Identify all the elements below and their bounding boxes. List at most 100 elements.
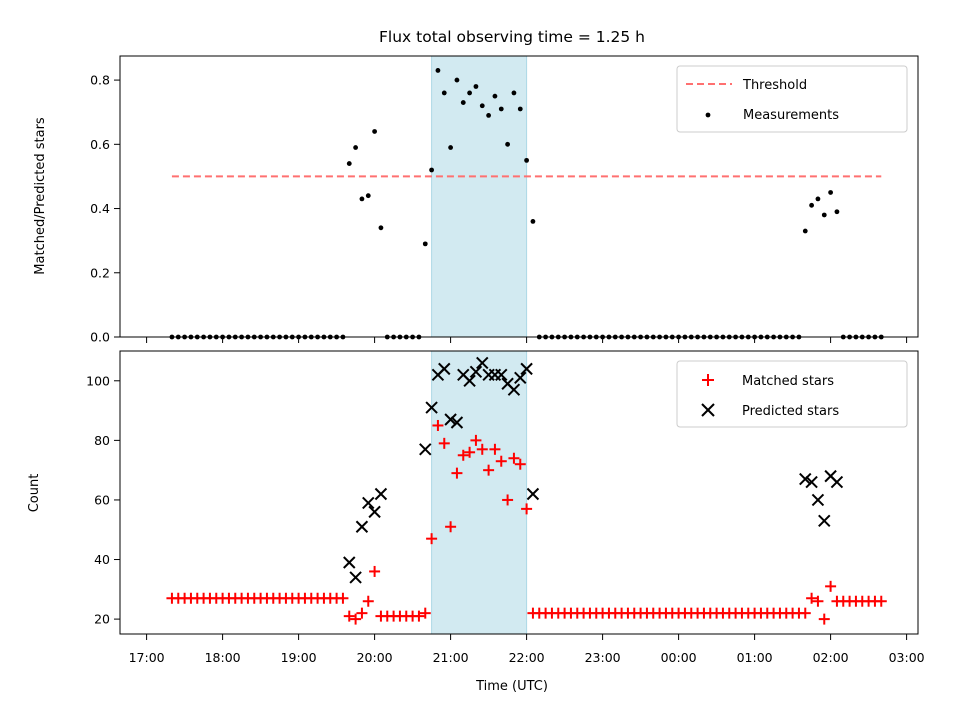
measurement-point [460, 100, 466, 105]
measurement-point [441, 90, 447, 96]
matched-point [445, 521, 457, 533]
measurement-point [524, 157, 529, 163]
predicted-point [368, 505, 381, 519]
matched-point [476, 443, 488, 455]
x-tick-label: 17:00 [129, 650, 165, 665]
measurement-point [492, 93, 498, 99]
matched-point [426, 533, 438, 545]
predicted-point [438, 362, 451, 376]
threshold-legend-label: Threshold [742, 78, 807, 93]
y-tick-label: 0.6 [90, 137, 110, 152]
count-legend: Matched stars Predicted stars [676, 360, 908, 428]
matched-point [825, 580, 837, 592]
ratio-panel: 0.00.20.40.60.8 Matched/Predicted stars … [33, 55, 919, 345]
measurement-point [346, 161, 352, 166]
measurement-point [473, 84, 479, 89]
predicted-point [374, 487, 388, 501]
x-tick-label: 02:00 [813, 650, 849, 665]
measurement-point [454, 77, 460, 83]
y-tick-label: 0.0 [90, 330, 110, 345]
y-tick-label: 0.2 [90, 265, 110, 280]
matched-point [502, 494, 514, 506]
x-tick-label: 21:00 [433, 650, 469, 665]
predicted-point [444, 413, 457, 426]
matched-point [432, 419, 444, 431]
count-legend-box [676, 360, 908, 428]
y-tick-label: 0.8 [90, 73, 110, 88]
matched-legend-marker [702, 374, 714, 386]
predicted-legend-marker [701, 403, 715, 417]
x-tick-label: 01:00 [737, 650, 773, 665]
predicted-point [476, 356, 489, 370]
matched-point [356, 607, 368, 619]
matched-point [806, 592, 818, 604]
predicted-point [520, 362, 533, 376]
matched-point [438, 437, 450, 449]
measurement-point [372, 129, 377, 134]
observing-span [431, 55, 528, 338]
ratio-legend-box [676, 65, 908, 133]
measurement-point [821, 212, 827, 218]
predicted-point [830, 475, 844, 489]
predicted-point [514, 371, 527, 385]
measurement-point [422, 241, 428, 247]
predicted-point [818, 514, 831, 528]
x-tick-label: 03:00 [889, 650, 925, 665]
predicted-point [805, 475, 818, 489]
measurement-point [435, 68, 441, 73]
matched-point [521, 503, 533, 515]
matched-point [369, 565, 381, 577]
predicted-point [811, 493, 825, 507]
measurement-point [815, 196, 821, 202]
predicted-point [495, 368, 508, 382]
measurement-point [511, 90, 517, 96]
matched-point [508, 452, 520, 464]
matched-point [343, 610, 355, 622]
predicted-point [355, 520, 369, 533]
ratio-legend: Threshold Measurements [676, 65, 908, 133]
x-tick-label: 00:00 [661, 650, 697, 665]
measurement-point [530, 218, 536, 224]
measurement-point [834, 209, 840, 215]
matched-point [875, 595, 887, 607]
x-tick-label: 20:00 [357, 650, 393, 665]
matched-point [451, 467, 463, 479]
matched-point [362, 595, 374, 607]
predicted-point [799, 472, 812, 486]
matched-point [483, 464, 495, 476]
ratio-y-axis-label: Matched/Predicted stars [33, 117, 48, 275]
chart-title: Flux total observing time = 1.25 h [379, 28, 645, 46]
measurement-point [505, 141, 510, 147]
predicted-point [349, 571, 362, 584]
y-tick-label: 20 [94, 612, 110, 627]
predicted-point [425, 401, 438, 414]
measurement-point [809, 202, 814, 208]
y-tick-label: 60 [94, 492, 110, 507]
predicted-legend-label: Predicted stars [742, 404, 839, 419]
x-axis-label: Time (UTC) [475, 679, 548, 694]
measurement-point [498, 106, 504, 112]
measurement-point [802, 228, 808, 234]
count-y-axis-label: Count [27, 474, 42, 513]
matched-point [495, 455, 507, 467]
measurement-point [479, 103, 485, 109]
matched-point [457, 449, 469, 461]
y-tick-label: 40 [94, 552, 110, 567]
predicted-point [343, 556, 356, 569]
x-tick-label: 23:00 [585, 650, 621, 665]
predicted-point [526, 487, 540, 501]
count-panel-frame [119, 350, 919, 635]
measurement-point [378, 225, 384, 231]
measurement-point [448, 145, 453, 150]
matched-point [514, 458, 526, 470]
y-tick-label: 100 [86, 373, 110, 388]
predicted-point [419, 443, 432, 456]
matched-point [350, 613, 362, 625]
x-tick-label: 22:00 [509, 650, 545, 665]
matched-point [413, 610, 425, 622]
measurement-point [365, 193, 371, 199]
predicted-point [507, 383, 521, 396]
x-tick-label: 19:00 [281, 650, 317, 665]
matched-point [470, 434, 482, 446]
